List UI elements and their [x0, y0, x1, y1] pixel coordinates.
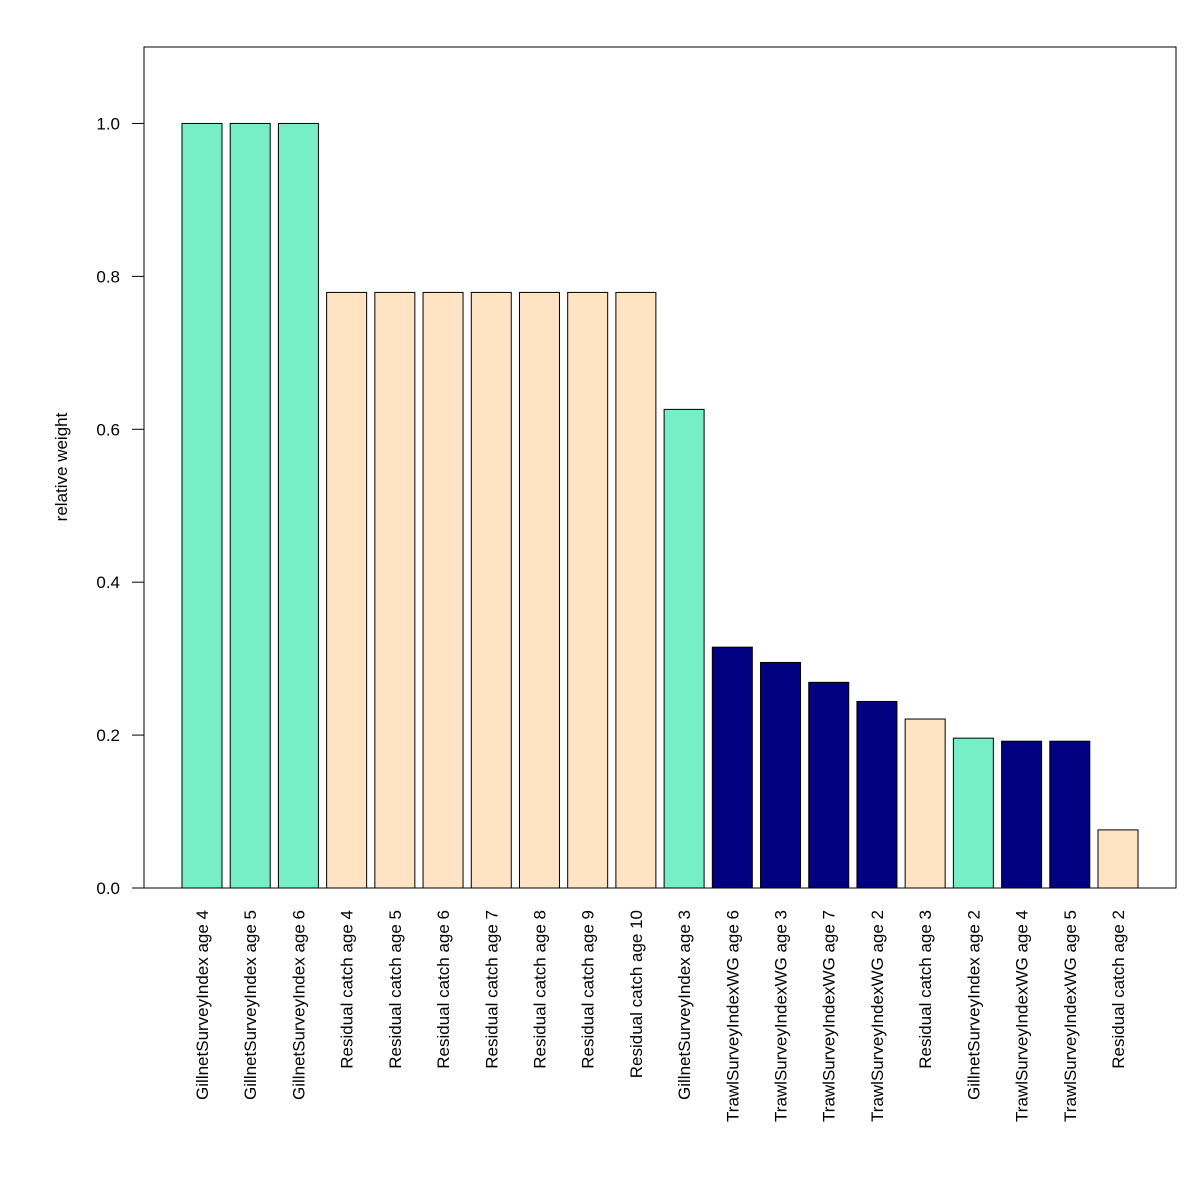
- bar-15: [856, 700, 898, 889]
- bar-5: [374, 291, 416, 889]
- bar-11: [663, 408, 705, 889]
- bar-20: [1097, 829, 1139, 889]
- x-tick-label: Residual catch age 4: [338, 910, 357, 1069]
- y-tick-label: 0.2: [96, 726, 120, 745]
- y-axis: 0.0 0.2 0.4 0.6 0.8 1.0: [96, 114, 145, 898]
- x-tick-label: Residual catch age 6: [434, 910, 453, 1069]
- x-tick-label: GillnetSurveyIndex age 2: [964, 910, 983, 1100]
- bar-8: [518, 291, 560, 889]
- bar-14: [808, 681, 850, 889]
- bar-12: [711, 646, 753, 889]
- x-tick-label: Residual catch age 2: [1109, 910, 1128, 1069]
- bar-17: [952, 737, 994, 889]
- bar-group: [181, 122, 1139, 889]
- x-tick-label: TrawlSurveyIndexWG age 5: [1061, 910, 1080, 1122]
- x-tick-label: Residual catch age 3: [916, 910, 935, 1069]
- bar-13: [760, 661, 802, 889]
- x-tick-label: GillnetSurveyIndex age 4: [193, 910, 212, 1100]
- x-tick-label: TrawlSurveyIndexWG age 7: [820, 910, 839, 1122]
- bar-18: [1001, 740, 1043, 889]
- x-tick-label: TrawlSurveyIndexWG age 2: [868, 910, 887, 1122]
- y-tick-label: 0.4: [96, 573, 120, 592]
- bar-9: [567, 291, 609, 889]
- y-tick-label: 0.8: [96, 267, 120, 286]
- x-tick-label: TrawlSurveyIndexWG age 4: [1013, 910, 1032, 1122]
- x-tick-label: Residual catch age 7: [482, 910, 501, 1069]
- x-tick-label: Residual catch age 8: [530, 910, 549, 1069]
- bar-16: [904, 718, 946, 889]
- x-tick-label: TrawlSurveyIndexWG age 3: [772, 910, 791, 1122]
- bar-6: [422, 291, 464, 889]
- x-tick-label: GillnetSurveyIndex age 5: [241, 910, 260, 1100]
- bar-4: [326, 291, 368, 889]
- bar-3: [277, 122, 319, 889]
- y-tick-label: 0.0: [96, 879, 120, 898]
- x-axis-labels: GillnetSurveyIndex age 4 GillnetSurveyInd…: [193, 910, 1128, 1122]
- bar-19: [1049, 740, 1091, 889]
- y-tick-label: 0.6: [96, 420, 120, 439]
- bar-2: [229, 122, 271, 889]
- y-axis-label: relative weight: [52, 412, 71, 521]
- x-tick-label: Residual catch age 10: [627, 910, 646, 1078]
- bar-1: [181, 122, 223, 889]
- x-tick-label: GillnetSurveyIndex age 6: [289, 910, 308, 1100]
- x-tick-label: Residual catch age 9: [579, 910, 598, 1069]
- x-tick-label: TrawlSurveyIndexWG age 6: [723, 910, 742, 1122]
- bar-7: [470, 291, 512, 889]
- x-tick-label: GillnetSurveyIndex age 3: [675, 910, 694, 1100]
- bar-10: [615, 291, 657, 889]
- x-tick-label: Residual catch age 5: [386, 910, 405, 1069]
- y-tick-label: 1.0: [96, 114, 120, 133]
